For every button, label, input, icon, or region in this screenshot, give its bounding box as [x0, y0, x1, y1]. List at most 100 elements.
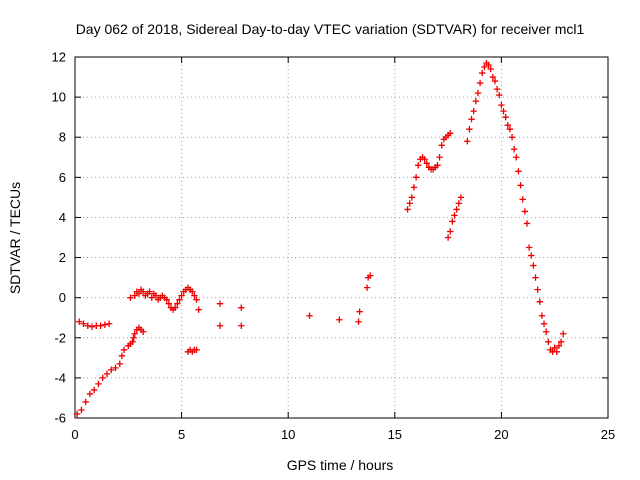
data-point: [118, 352, 126, 360]
data-point: [491, 77, 499, 85]
data-point: [101, 321, 109, 328]
data-point: [129, 338, 136, 345]
data-point: [453, 206, 460, 213]
data-point: [193, 296, 200, 303]
data-point: [410, 184, 418, 191]
x-tick-label-3: 15: [388, 427, 402, 442]
data-point: [485, 61, 492, 69]
data-point: [553, 348, 561, 356]
data-point: [127, 294, 134, 301]
series-segment-8: [464, 59, 567, 356]
data-point: [130, 334, 137, 341]
data-point: [560, 330, 567, 337]
data-point: [174, 300, 181, 307]
data-point: [457, 194, 465, 201]
data-point: [105, 320, 113, 327]
data-point: [449, 218, 456, 225]
data-point: [545, 338, 552, 345]
series-segment-4: [184, 346, 200, 356]
data-point: [493, 85, 501, 93]
data-point: [521, 208, 529, 215]
data-point: [336, 316, 343, 323]
y-tick-label-9: 12: [52, 50, 66, 65]
data-point: [120, 346, 128, 354]
data-point: [447, 228, 454, 235]
y-tick-label-7: 8: [59, 130, 66, 145]
data-point: [470, 107, 477, 115]
data-point: [464, 138, 471, 145]
data-point: [498, 101, 505, 109]
series-segment-6: [404, 130, 454, 213]
data-point: [140, 288, 147, 295]
data-point: [496, 91, 503, 99]
data-point: [474, 89, 482, 97]
data-point: [468, 115, 475, 123]
data-point: [515, 168, 522, 175]
data-point: [103, 370, 111, 378]
data-point: [434, 162, 441, 169]
x-axis-title: GPS time / hours: [287, 457, 394, 473]
data-point: [238, 322, 245, 329]
data-point: [189, 288, 196, 295]
data-point: [176, 296, 183, 303]
x-tick-label-4: 20: [494, 427, 508, 442]
series-segment-7: [444, 194, 465, 241]
data-point: [438, 142, 445, 149]
data-point: [140, 328, 147, 335]
data-point: [540, 320, 548, 327]
y-tick-label-6: 6: [59, 170, 66, 185]
data-point: [355, 318, 362, 325]
data-point: [528, 252, 535, 259]
tick-labels: 0 5 10 15 20 25 -6 -4 -2 0 2 4 6 8 10 12: [52, 50, 616, 443]
data-point: [90, 386, 98, 394]
data-point: [146, 288, 153, 295]
data-point: [444, 234, 452, 241]
data-point: [525, 244, 533, 251]
data-point: [356, 308, 363, 315]
data-point: [513, 154, 520, 161]
data-point: [557, 338, 565, 345]
series-segment-3: [127, 284, 202, 313]
data-point: [178, 292, 185, 299]
data-point: [404, 206, 411, 213]
data-point: [555, 342, 563, 349]
y-tick-label-3: 0: [59, 290, 66, 305]
data-point: [408, 194, 416, 201]
data-points: [73, 59, 567, 418]
data-point: [500, 107, 507, 115]
data-point: [131, 330, 138, 337]
y-tick-label-0: -6: [54, 411, 66, 426]
data-point: [172, 304, 179, 311]
x-tick-label-5: 25: [601, 427, 615, 442]
data-point: [135, 290, 143, 297]
data-point: [451, 212, 458, 219]
data-point: [506, 126, 514, 133]
data-point: [116, 360, 123, 368]
series-segment-1: [73, 324, 147, 418]
data-point: [148, 294, 155, 301]
plot-frame: [74, 56, 609, 419]
x-tick-label-1: 5: [178, 427, 185, 442]
data-point: [510, 146, 518, 153]
data-point: [466, 126, 473, 133]
data-point: [455, 200, 462, 207]
y-tick-label-5: 4: [59, 210, 66, 225]
data-point: [406, 200, 413, 207]
data-point: [551, 344, 558, 352]
data-point: [108, 366, 115, 374]
data-point: [191, 292, 198, 299]
data-point: [519, 196, 526, 203]
data-point: [534, 286, 541, 293]
y-tick-label-2: -2: [54, 330, 66, 345]
data-point: [99, 374, 106, 382]
data-point: [73, 410, 81, 418]
data-point: [508, 134, 516, 141]
chart-title: Day 062 of 2018, Sidereal Day-to-day VTE…: [76, 21, 585, 37]
data-point: [195, 306, 202, 313]
series-segment-2: [76, 318, 113, 330]
y-tick-label-1: -4: [54, 370, 66, 385]
data-point: [363, 284, 371, 291]
data-point: [88, 323, 96, 330]
data-point: [538, 312, 546, 319]
